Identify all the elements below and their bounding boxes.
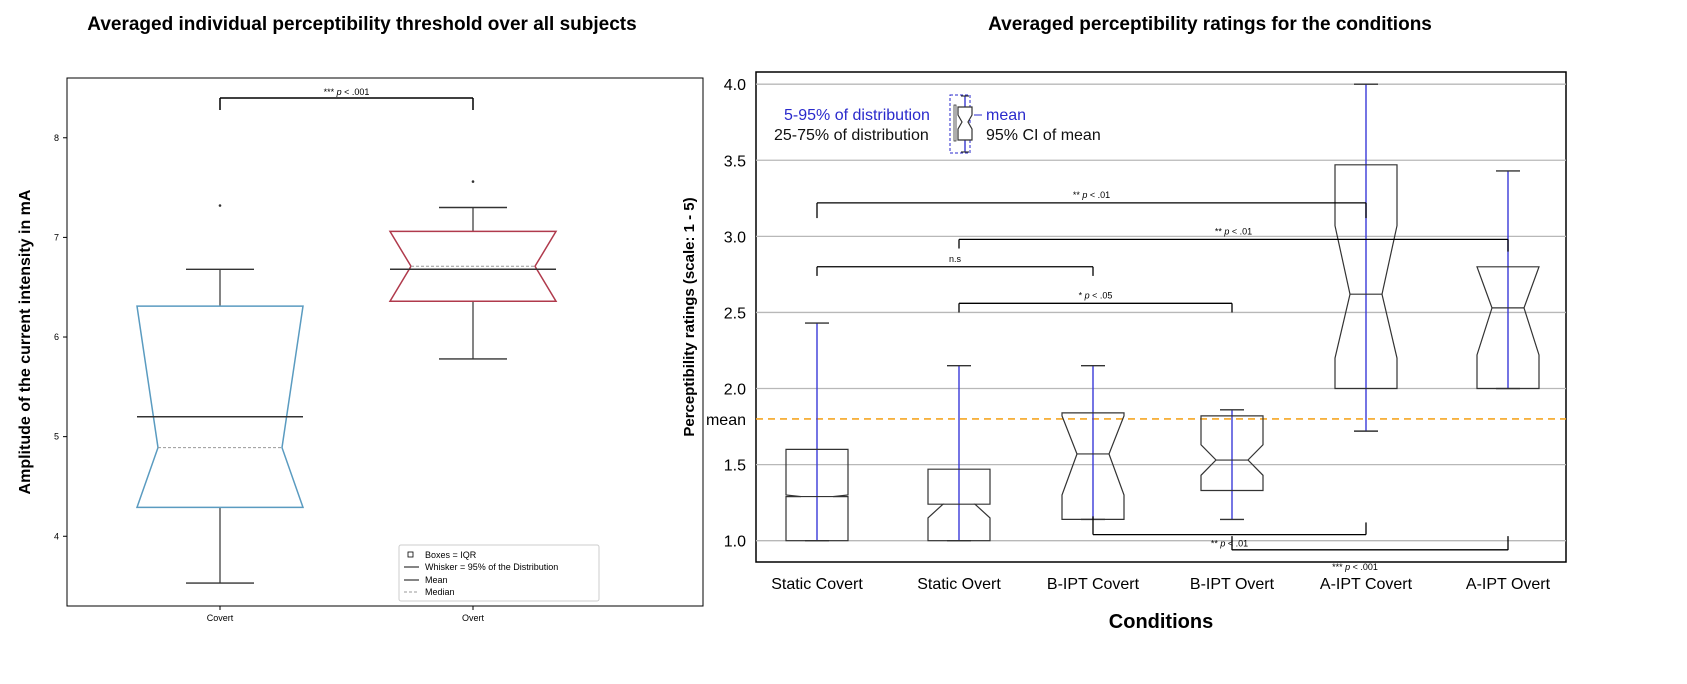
significance-bracket: ** p < .01 xyxy=(816,190,1367,219)
y-tick-label: 1.0 xyxy=(724,534,746,551)
box-a-ipt-overt xyxy=(1476,170,1540,390)
box-body xyxy=(927,468,991,542)
x-tick-label: Covert xyxy=(207,613,234,623)
legend-entry: Boxes = IQR xyxy=(425,550,477,560)
x-tick-label: A-IPT Covert xyxy=(1320,576,1413,593)
y-tick-label: 3.5 xyxy=(724,153,746,170)
y-tick-label: 4 xyxy=(54,531,59,541)
significance-label: ** p < .01 xyxy=(1073,190,1110,200)
significance-label: *** p < .001 xyxy=(1332,562,1378,572)
y-tick-label: 6 xyxy=(54,332,59,342)
y-tick-label: 1.5 xyxy=(724,458,746,475)
legend-box xyxy=(398,544,600,602)
y-tick-label: 3.0 xyxy=(724,229,746,246)
significance-label: *** p < .001 xyxy=(324,87,370,97)
legend-annotation: 5-95% of distribution 25-75% of distribut… xyxy=(774,94,1101,154)
legend-outer-label: 5-95% of distribution xyxy=(784,107,930,124)
outlier-point xyxy=(471,180,475,183)
x-tick-label: A-IPT Overt xyxy=(1466,576,1551,593)
legend-inner-bracket xyxy=(953,104,957,142)
legend-notched-box xyxy=(957,106,973,141)
box-covert xyxy=(135,204,305,584)
p-symbol: p xyxy=(1344,562,1350,572)
significance-label: ** p < .01 xyxy=(1211,539,1248,549)
box-body xyxy=(1334,164,1398,390)
threshold-boxplot: 4 5 6 7 8 Covert Overt Amplitude of the current… xyxy=(17,77,704,623)
y-tick-label: 2.0 xyxy=(724,382,746,399)
x-tick-label: Overt xyxy=(462,613,485,623)
x-axis-label: Conditions xyxy=(1109,611,1213,633)
box-body xyxy=(1061,412,1125,521)
box-static-covert xyxy=(785,322,849,542)
plot-frame xyxy=(755,71,1567,563)
p-symbol: p xyxy=(1223,226,1229,236)
legend-swatch-boxes xyxy=(407,551,414,558)
p-symbol: p xyxy=(336,87,342,97)
box-b-ipt-overt xyxy=(1200,409,1264,521)
box-body xyxy=(1476,266,1540,390)
p-symbol: p xyxy=(1084,290,1090,300)
significance-label: * p < .05 xyxy=(1079,290,1113,300)
significance-label: ** p < .01 xyxy=(1215,226,1252,236)
significance-bracket: *** p < .001 xyxy=(1231,536,1509,572)
y-axis-label: Amplitude of the current intensity in mA xyxy=(17,189,34,494)
legend-outer-bracket xyxy=(949,94,971,154)
significance-bracket: * p < .05 xyxy=(958,290,1233,313)
x-tick-label: B-IPT Overt xyxy=(1190,576,1275,593)
right-chart-title: Averaged perceptibility ratings for the … xyxy=(988,14,1432,35)
box-body xyxy=(1200,415,1264,492)
legend-ci-label: 95% CI of mean xyxy=(986,127,1101,144)
box-a-ipt-covert xyxy=(1334,83,1398,432)
y-tick-label: 7 xyxy=(54,232,59,242)
y-tick-label: 2.5 xyxy=(724,305,746,322)
box-overt xyxy=(388,180,558,360)
y-tick-label: 5 xyxy=(54,432,59,442)
box-body xyxy=(785,448,849,542)
y-axis-label: Perceptibility ratings (scale: 1 - 5) xyxy=(681,197,698,436)
legend-entry: Mean xyxy=(425,575,448,585)
significance-label: n.s xyxy=(949,254,962,264)
mean-line-label: mean xyxy=(706,412,746,429)
outlier-point xyxy=(218,204,222,207)
plot-frame xyxy=(66,77,704,607)
p-symbol: p xyxy=(1219,539,1225,549)
legend-entry: Median xyxy=(425,587,455,597)
p-symbol: p xyxy=(1081,190,1087,200)
x-tick-label: B-IPT Covert xyxy=(1047,576,1140,593)
y-tick-label: 4.0 xyxy=(724,77,746,94)
legend-mean-label: mean xyxy=(986,107,1026,124)
x-tick-label: Static Overt xyxy=(917,576,1001,593)
box-static-overt xyxy=(927,364,991,542)
left-chart-title: Averaged individual perceptibility thres… xyxy=(87,14,637,35)
legend-inner-label: 25-75% of distribution xyxy=(774,127,929,144)
x-tick-label: Static Covert xyxy=(771,576,863,593)
significance-bracket: ** p < .01 xyxy=(1092,516,1367,549)
y-tick-label: 8 xyxy=(54,133,59,143)
legend-entry: Whisker = 95% of the Distribution xyxy=(425,562,558,572)
significance-bracket: ** p < .01 xyxy=(958,226,1509,252)
significance-bracket: n.s xyxy=(816,254,1094,276)
